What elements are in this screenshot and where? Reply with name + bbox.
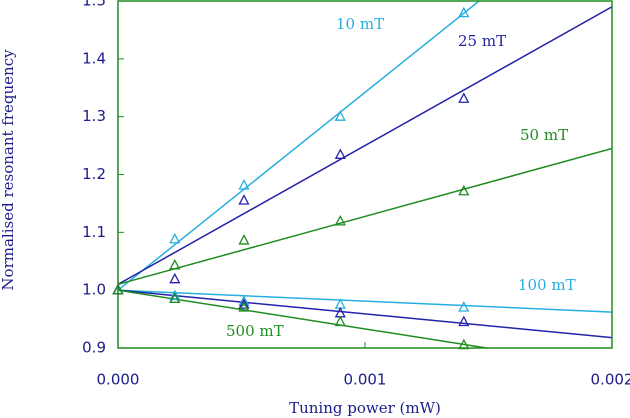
fit-line bbox=[118, 6, 612, 286]
data-point bbox=[169, 232, 181, 244]
data-point bbox=[112, 283, 124, 295]
fit-line bbox=[118, 289, 612, 339]
y-tick-label: 1.1 bbox=[82, 223, 106, 241]
data-point bbox=[458, 92, 470, 103]
x-tick-label: 0.002 bbox=[591, 371, 630, 389]
plot-area bbox=[118, 1, 612, 348]
y-axis-label: Normalised resonant frequency bbox=[0, 49, 17, 291]
data-point bbox=[238, 295, 250, 306]
x-tick-label: 0.001 bbox=[344, 371, 387, 389]
y-tick-label: 0.9 bbox=[82, 339, 106, 357]
data-point bbox=[238, 301, 250, 312]
data-point bbox=[458, 6, 470, 18]
data-point bbox=[238, 234, 250, 245]
x-axis-label: Tuning power (mW) bbox=[289, 399, 441, 417]
y-tick-label: 1.4 bbox=[82, 49, 106, 67]
y-tick-label: 1.0 bbox=[82, 281, 106, 299]
data-point bbox=[334, 110, 346, 121]
y-tick-label: 1.5 bbox=[82, 0, 106, 10]
fit-line bbox=[118, 289, 612, 313]
data-point bbox=[458, 315, 470, 327]
y-tick-label: 1.3 bbox=[82, 107, 106, 125]
series-label: 500 mT bbox=[226, 322, 284, 340]
data-point bbox=[458, 338, 470, 350]
series-label: 25 mT bbox=[458, 32, 506, 50]
data-point bbox=[169, 292, 181, 303]
data-point bbox=[169, 258, 181, 270]
data-point bbox=[334, 148, 346, 159]
data-point bbox=[334, 315, 346, 327]
fit-line bbox=[118, 289, 492, 348]
x-tick-label: 0.000 bbox=[97, 371, 140, 389]
data-point bbox=[238, 179, 250, 190]
plot-frame bbox=[117, 0, 613, 349]
data-point bbox=[238, 194, 250, 205]
data-point bbox=[334, 214, 346, 226]
fit-line bbox=[118, 1, 481, 291]
data-point bbox=[169, 272, 181, 284]
series-label: 10 mT bbox=[336, 15, 384, 33]
fit-line bbox=[118, 147, 612, 286]
data-point bbox=[458, 184, 470, 196]
data-point bbox=[238, 298, 250, 309]
data-point bbox=[458, 301, 470, 312]
data-point bbox=[169, 289, 181, 301]
series-label: 100 mT bbox=[518, 276, 576, 294]
y-tick-label: 1.2 bbox=[82, 165, 106, 183]
series-label: 50 mT bbox=[520, 126, 568, 144]
